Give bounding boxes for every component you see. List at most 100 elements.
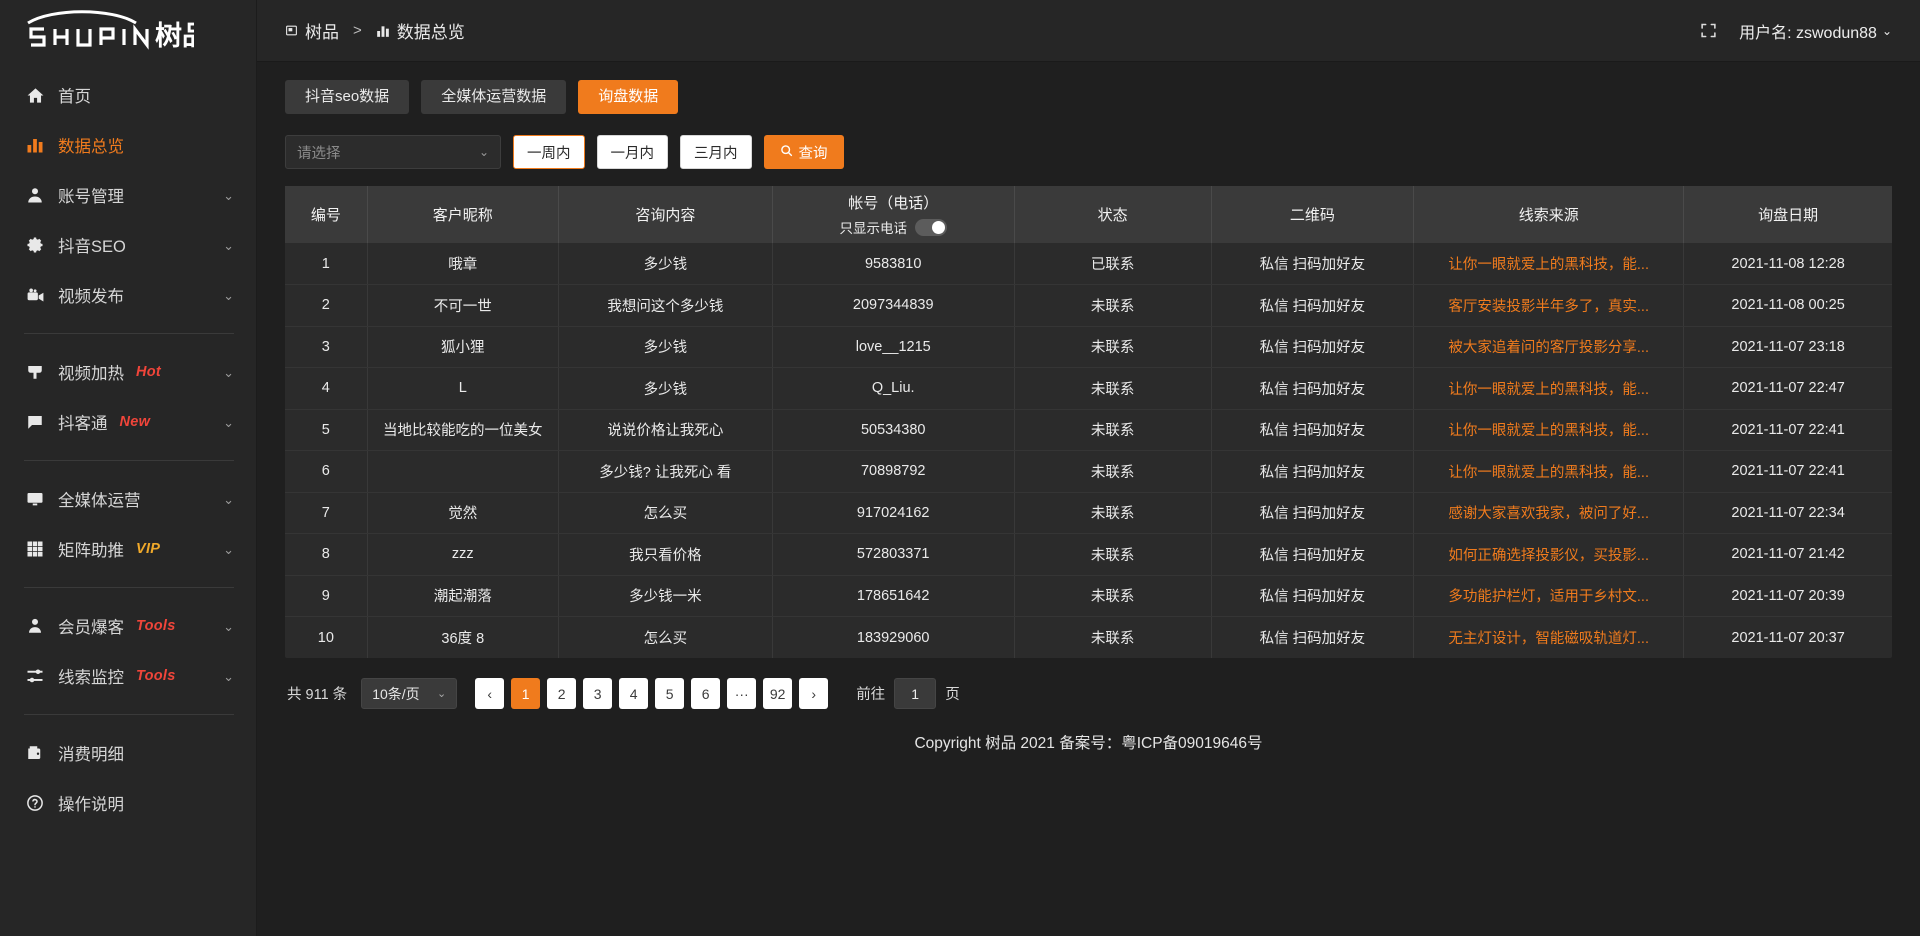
tab-omnimedia-ops-data[interactable]: 全媒体运营数据 [421, 80, 567, 114]
cell-account: 572803371 [772, 533, 1015, 576]
cell-source[interactable]: 让你一眼就爱上的黑科技，能... [1413, 409, 1685, 451]
page-button-last[interactable]: 92 [763, 678, 793, 709]
table-row[interactable]: 4 L 多少钱 Q_Liu. 未联系 私信 扫码加好友 让你一眼就爱上的黑科技，… [285, 367, 1892, 410]
table-row[interactable]: 8 zzz 我只看价格 572803371 未联系 私信 扫码加好友 如何正确选… [285, 533, 1892, 576]
column-header-source[interactable]: 线索来源 [1413, 186, 1685, 243]
tab-inquiry-data[interactable]: 询盘数据 [578, 80, 679, 114]
sidebar-item-omnimedia-ops[interactable]: 全媒体运营 ⌄ [0, 474, 256, 524]
source-link[interactable]: 让你一眼就爱上的黑科技，能... [1448, 381, 1649, 398]
goto-page-input[interactable] [894, 678, 937, 709]
page-button-5[interactable]: 5 [655, 678, 685, 709]
breadcrumb-separator: > [353, 22, 362, 39]
page-ellipsis-button[interactable]: ··· [727, 678, 757, 709]
sidebar-item-data-overview[interactable]: 数据总览 [0, 120, 256, 170]
table-row[interactable]: 6 多少钱? 让我死心 看 70898792 未联系 私信 扫码加好友 让你一眼… [285, 450, 1892, 493]
cell-qrcode[interactable]: 私信 扫码加好友 [1211, 409, 1415, 451]
chat-icon [24, 411, 46, 433]
cell-source[interactable]: 无主灯设计，智能磁吸轨道灯... [1413, 616, 1685, 658]
next-page-button[interactable]: › [799, 678, 829, 709]
page-size-select[interactable]: 10条/页 ⌄ [361, 678, 458, 709]
sidebar-item-account-management[interactable]: 账号管理 ⌄ [0, 170, 256, 220]
cell-no: 4 [285, 367, 368, 410]
cell-source[interactable]: 如何正确选择投影仪，买投影... [1413, 533, 1685, 576]
column-header-qrcode[interactable]: 二维码 [1211, 186, 1415, 243]
source-link[interactable]: 让你一眼就爱上的黑科技，能... [1448, 257, 1649, 273]
sidebar-item-home[interactable]: 首页 [0, 70, 256, 120]
cell-nickname: 哦章 [367, 243, 559, 285]
range-button-one-month[interactable]: 一月内 [596, 135, 668, 169]
page-button-6[interactable]: 6 [691, 678, 721, 709]
cell-qrcode[interactable]: 私信 扫码加好友 [1211, 367, 1415, 410]
sidebar-item-instructions[interactable]: 操作说明 [0, 778, 256, 828]
source-link[interactable]: 让你一眼就爱上的黑科技，能... [1448, 464, 1649, 481]
page-button-4[interactable]: 4 [619, 678, 649, 709]
column-header-question[interactable]: 咨询内容 [558, 186, 773, 243]
table-row[interactable]: 3 狐小狸 多少钱 love__1215 未联系 私信 扫码加好友 被大家追着问… [285, 326, 1892, 368]
sidebar-item-member-boom[interactable]: 会员爆客 Tools ⌄ [0, 601, 256, 651]
cell-source[interactable]: 让你一眼就爱上的黑科技，能... [1413, 367, 1685, 410]
source-link[interactable]: 客厅安装投影半年多了，真实... [1448, 298, 1649, 315]
page-button-2[interactable]: 2 [547, 678, 577, 709]
table-row[interactable]: 2 不可一世 我想问这个多少钱 2097344839 未联系 私信 扫码加好友 … [285, 284, 1892, 327]
breadcrumb-item-app[interactable]: 树品 [285, 18, 339, 43]
table-row[interactable]: 10 36度 8 怎么买 183929060 未联系 私信 扫码加好友 无主灯设… [285, 616, 1892, 658]
cell-qrcode[interactable]: 私信 扫码加好友 [1211, 284, 1415, 327]
search-button[interactable]: 查询 [763, 135, 844, 169]
phone-only-toggle[interactable] [914, 218, 947, 236]
fullscreen-icon[interactable] [1700, 22, 1717, 39]
column-header-nickname[interactable]: 客户昵称 [367, 186, 559, 243]
chevron-down-icon: ⌄ [223, 668, 234, 684]
sidebar-item-lead-monitor[interactable]: 线索监控 Tools ⌄ [0, 651, 256, 701]
source-link[interactable]: 多功能护栏灯，适用于乡村文... [1448, 589, 1649, 606]
range-button-three-months[interactable]: 三月内 [680, 135, 752, 169]
cell-qrcode[interactable]: 私信 扫码加好友 [1211, 575, 1415, 617]
cell-source[interactable]: 让你一眼就爱上的黑科技，能... [1413, 243, 1685, 285]
cell-qrcode[interactable]: 私信 扫码加好友 [1211, 616, 1415, 658]
breadcrumb-item-data-overview[interactable]: 数据总览 [376, 18, 465, 43]
cell-no: 5 [285, 409, 368, 451]
cell-source[interactable]: 客厅安装投影半年多了，真实... [1413, 284, 1685, 327]
table-row[interactable]: 1 哦章 多少钱 9583810 已联系 私信 扫码加好友 让你一眼就爱上的黑科… [285, 243, 1892, 285]
chevron-down-icon: ⌄ [1881, 23, 1892, 38]
range-button-one-week[interactable]: 一周内 [513, 135, 585, 169]
cell-qrcode[interactable]: 私信 扫码加好友 [1211, 243, 1415, 285]
cell-source[interactable]: 被大家追着问的客厅投影分享... [1413, 326, 1685, 368]
cell-status: 未联系 [1014, 533, 1212, 576]
source-link[interactable]: 被大家追着问的客厅投影分享... [1448, 340, 1649, 357]
cell-qrcode[interactable]: 私信 扫码加好友 [1211, 326, 1415, 368]
prev-page-button[interactable]: ‹ [475, 678, 505, 709]
cell-qrcode[interactable]: 私信 扫码加好友 [1211, 492, 1415, 534]
column-header-date[interactable]: 询盘日期 [1683, 186, 1892, 243]
sidebar-item-consumption-detail[interactable]: 消费明细 [0, 728, 256, 778]
cell-nickname: 不可一世 [367, 284, 559, 327]
table-row[interactable]: 7 觉然 怎么买 917024162 未联系 私信 扫码加好友 感谢大家喜欢我家… [285, 492, 1892, 534]
sidebar-item-video-boost[interactable]: 视频加热 Hot ⌄ [0, 347, 256, 397]
user-icon [24, 184, 46, 206]
column-header-no[interactable]: 编号 [285, 186, 368, 243]
cell-date: 2021-11-07 22:47 [1683, 367, 1892, 410]
page-button-3[interactable]: 3 [583, 678, 613, 709]
account-select[interactable]: 请选择 ⌄ [285, 135, 501, 169]
sidebar-item-douyin-seo[interactable]: 抖音SEO ⌄ [0, 220, 256, 270]
cell-source[interactable]: 让你一眼就爱上的黑科技，能... [1413, 450, 1685, 493]
user-menu[interactable]: 用户名: zswodun88 ⌄ [1739, 19, 1892, 43]
sidebar-item-matrix-boost[interactable]: 矩阵助推 VIP ⌄ [0, 524, 256, 574]
table-row[interactable]: 5 当地比较能吃的一位美女 说说价格让我死心 50534380 未联系 私信 扫… [285, 409, 1892, 451]
source-link[interactable]: 让你一眼就爱上的黑科技，能... [1448, 423, 1649, 440]
page-button-1[interactable]: 1 [511, 678, 541, 709]
cell-source[interactable]: 感谢大家喜欢我家，被问了好... [1413, 492, 1685, 534]
cell-qrcode[interactable]: 私信 扫码加好友 [1211, 450, 1415, 493]
tab-douyin-seo-data[interactable]: 抖音seo数据 [285, 80, 410, 114]
logo[interactable]: 树品 [0, 0, 256, 62]
source-link[interactable]: 如何正确选择投影仪，买投影... [1448, 547, 1649, 564]
filter-bar: 请选择 ⌄ 一周内 一月内 三月内 查询 [285, 135, 1892, 169]
cell-source[interactable]: 多功能护栏灯，适用于乡村文... [1413, 575, 1685, 617]
column-header-status[interactable]: 状态 [1014, 186, 1212, 243]
cell-qrcode[interactable]: 私信 扫码加好友 [1211, 533, 1415, 576]
source-link[interactable]: 感谢大家喜欢我家，被问了好... [1448, 506, 1649, 523]
chevron-down-icon: ⌄ [436, 688, 447, 700]
sidebar-item-douketong[interactable]: 抖客通 New ⌄ [0, 397, 256, 447]
source-link[interactable]: 无主灯设计，智能磁吸轨道灯... [1448, 631, 1649, 647]
sidebar-item-video-publish[interactable]: 视频发布 ⌄ [0, 270, 256, 320]
table-row[interactable]: 9 潮起潮落 多少钱一米 178651642 未联系 私信 扫码加好友 多功能护… [285, 575, 1892, 617]
